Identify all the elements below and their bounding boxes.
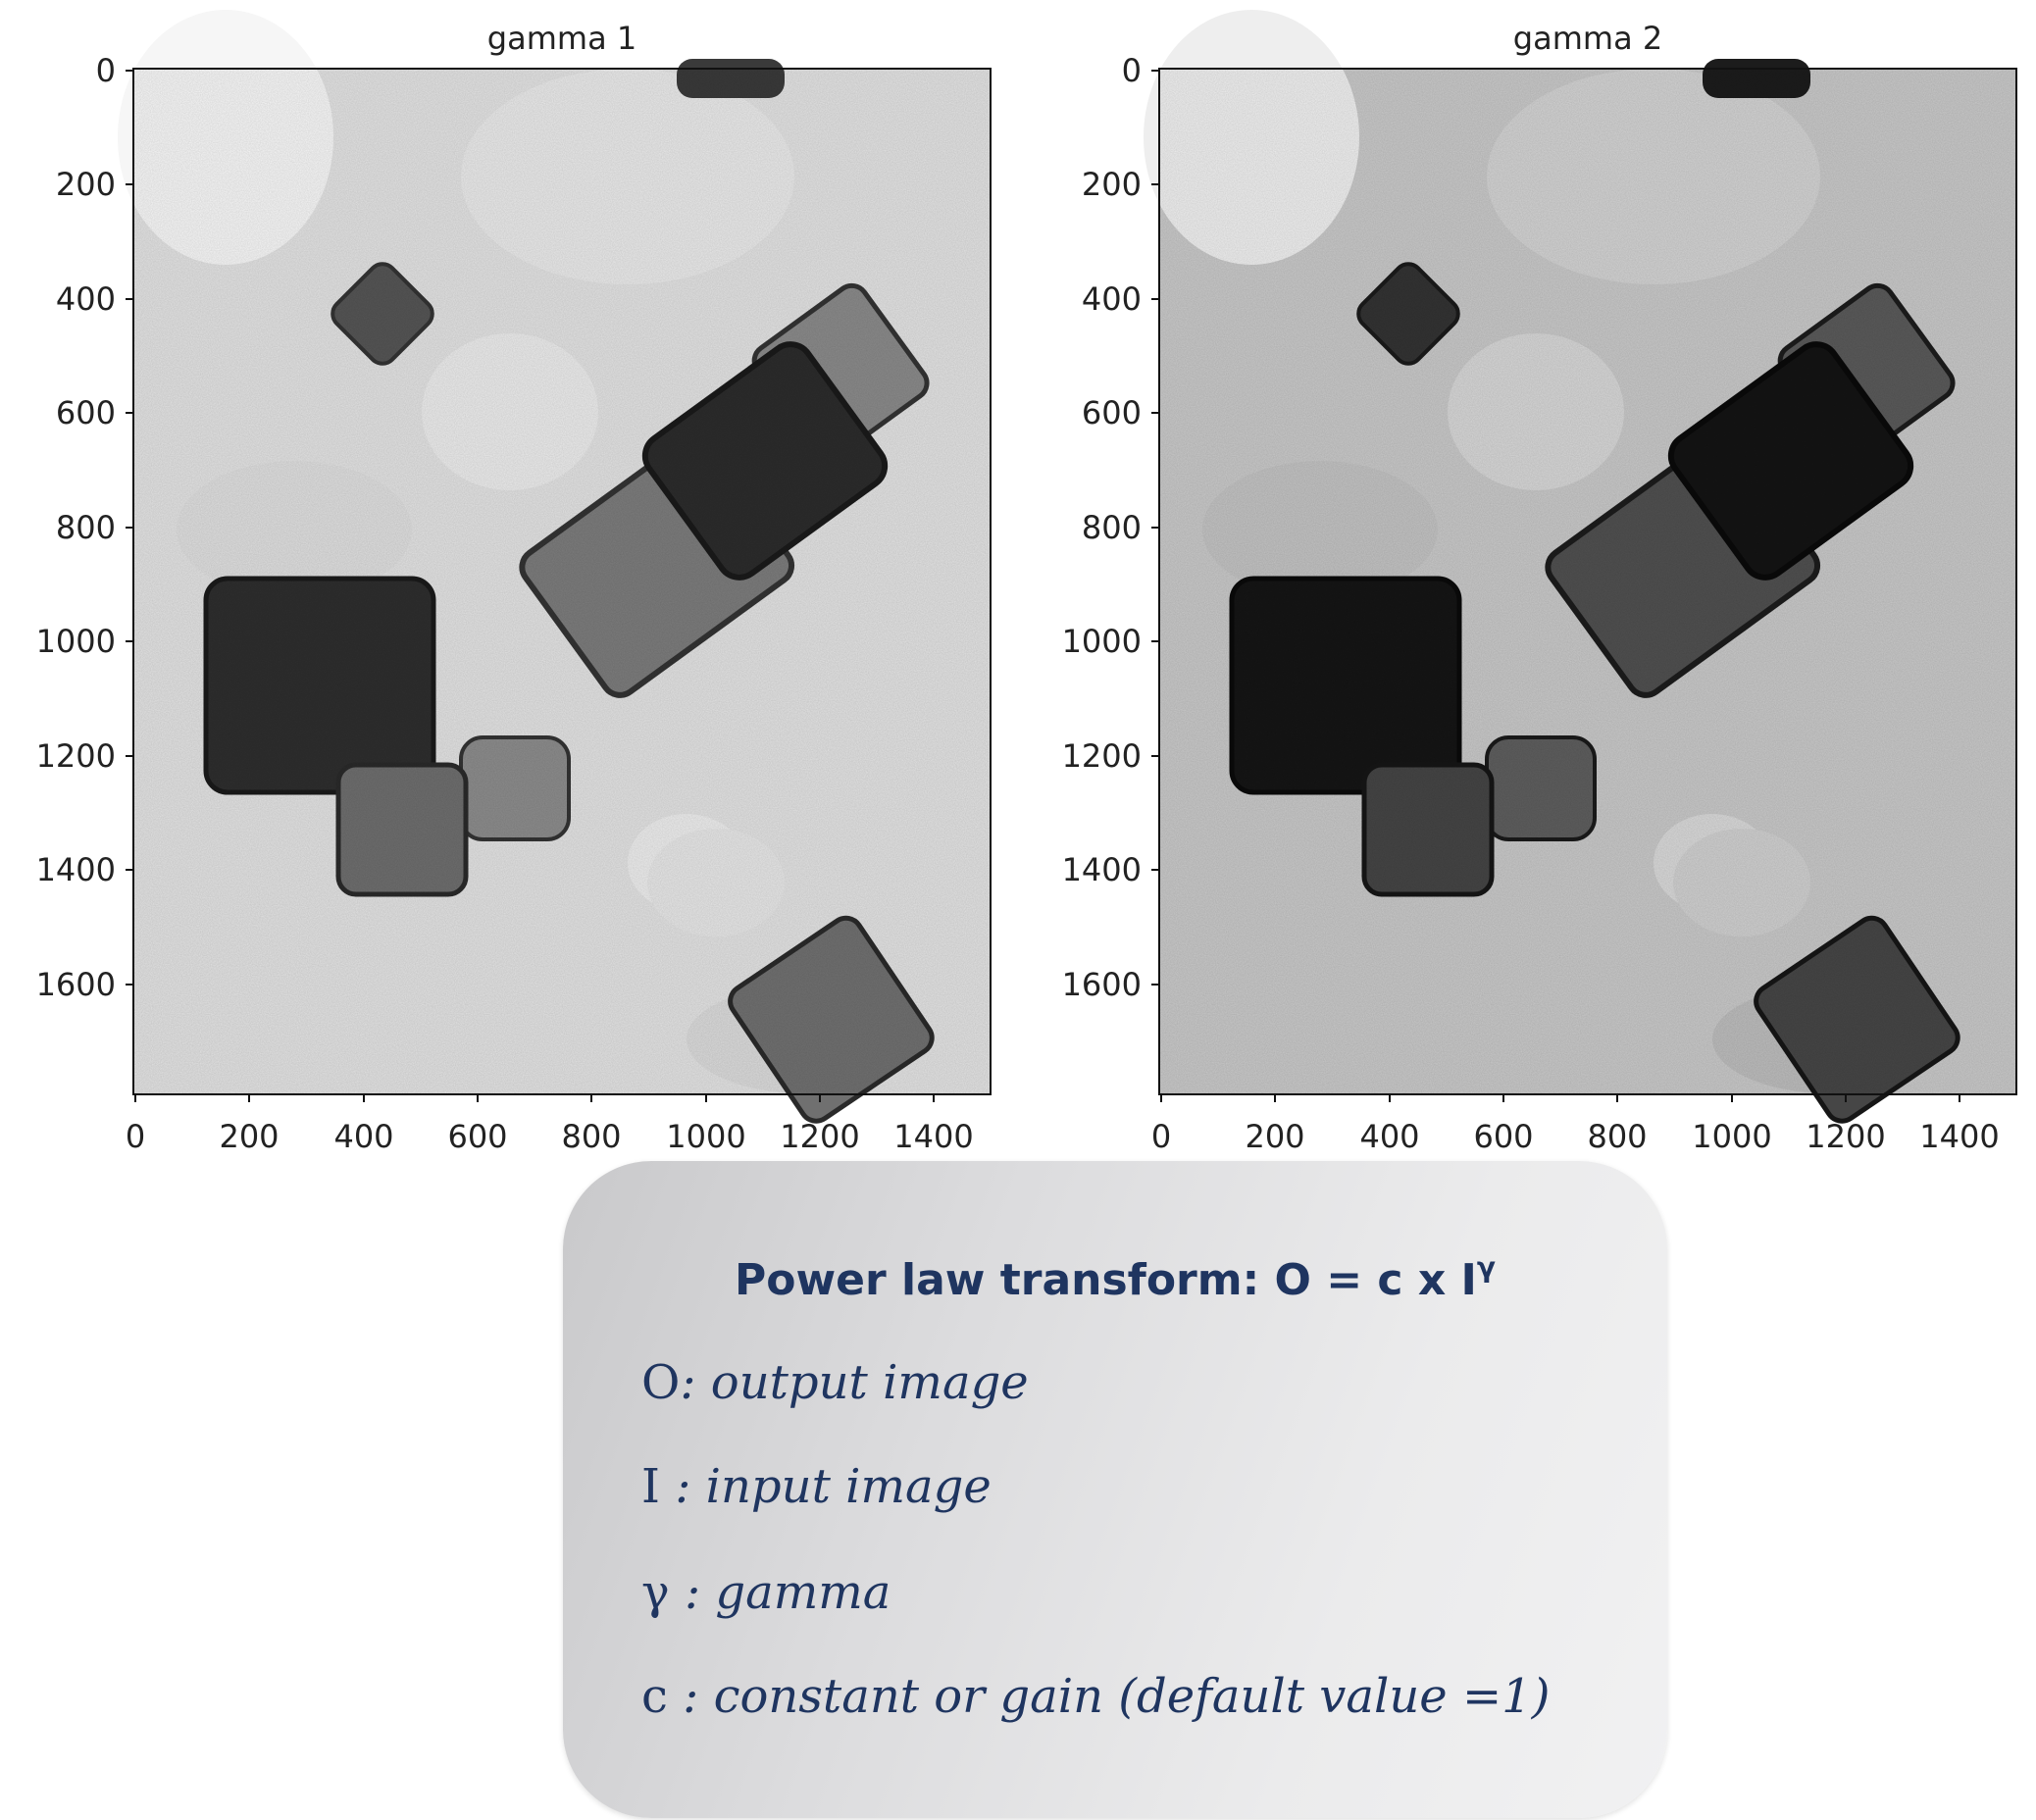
x-axis: 0 200 400 600 800 1000 1200 1400 [126, 1094, 974, 1155]
y-tick-label: 200 [56, 166, 116, 203]
definition-text: : output image [680, 1355, 1029, 1410]
x-tick-label: 1200 [1806, 1118, 1885, 1155]
y-tick-label: 1000 [1062, 623, 1142, 660]
y-tick-label: 600 [1082, 394, 1142, 431]
x-axis: 0 200 400 600 800 1000 1200 1400 [1151, 1094, 2000, 1155]
definition-text: : input image [659, 1459, 992, 1514]
y-tick-label: 1400 [1062, 851, 1142, 888]
x-tick-label: 1400 [893, 1118, 973, 1155]
x-tick-label: 1000 [1692, 1118, 1771, 1155]
y-tick-label: 1000 [36, 623, 116, 660]
definition-output: O: output image [641, 1355, 1029, 1410]
plot-title: gamma 1 [487, 20, 636, 57]
plot-gamma-2: gamma 2 [1026, 0, 2036, 1167]
x-tick-label: 400 [1359, 1118, 1419, 1155]
definition-gamma: γ : gamma [641, 1565, 891, 1620]
axes-frame [1158, 68, 2017, 1095]
x-tick-label: 1200 [780, 1118, 859, 1155]
y-tick-label: 1400 [36, 851, 116, 888]
definition-text: : constant or gain (default value =1) [667, 1669, 1551, 1724]
y-tick-label: 1200 [36, 737, 116, 775]
formula-title-text: Power law transform: O = c x I [735, 1255, 1477, 1305]
y-tick-label: 1200 [1062, 737, 1142, 775]
formula-box: Power law transform: O = c x Iγ O: outpu… [563, 1161, 1667, 1818]
x-tick-label: 1400 [1919, 1118, 1999, 1155]
y-axis: 0 200 400 600 800 1000 1200 1400 1600 [1062, 52, 1159, 1003]
x-tick-label: 200 [219, 1118, 279, 1155]
definition-text: : gamma [669, 1565, 891, 1620]
definition-symbol: I [641, 1459, 660, 1514]
y-tick-label: 1600 [36, 966, 116, 1003]
x-tick-label: 600 [1473, 1118, 1533, 1155]
x-tick-label: 600 [447, 1118, 507, 1155]
formula-title: Power law transform: O = c x Iγ [563, 1251, 1667, 1305]
x-tick-label: 1000 [666, 1118, 745, 1155]
definition-symbol: O [641, 1355, 681, 1410]
y-tick-label: 800 [56, 509, 116, 546]
plot-gamma-1: gamma 1 [0, 0, 1010, 1167]
axes-frame [132, 68, 992, 1095]
x-tick-label: 0 [126, 1118, 145, 1155]
grayscale-image [118, 10, 991, 1124]
plot-title: gamma 2 [1513, 20, 1662, 57]
y-tick-label: 200 [1082, 166, 1142, 203]
y-tick-label: 400 [1082, 280, 1142, 318]
x-tick-label: 800 [561, 1118, 621, 1155]
x-tick-label: 800 [1587, 1118, 1647, 1155]
x-tick-label: 200 [1245, 1118, 1304, 1155]
definition-symbol: γ [641, 1565, 670, 1620]
definition-input: I : input image [641, 1459, 992, 1514]
definition-constant: c : constant or gain (default value =1) [641, 1669, 1550, 1724]
y-tick-label: 800 [1082, 509, 1142, 546]
x-tick-label: 400 [333, 1118, 393, 1155]
y-tick-label: 0 [96, 52, 116, 89]
y-tick-label: 600 [56, 394, 116, 431]
x-tick-label: 0 [1151, 1118, 1171, 1155]
y-tick-label: 1600 [1062, 966, 1142, 1003]
y-tick-label: 0 [1122, 52, 1142, 89]
y-tick-label: 400 [56, 280, 116, 318]
grayscale-image [1144, 10, 2016, 1124]
gamma-exponent: γ [1476, 1251, 1496, 1284]
y-axis: 0 200 400 600 800 1000 1200 1400 1600 [36, 52, 133, 1003]
definition-symbol: c [641, 1669, 668, 1724]
